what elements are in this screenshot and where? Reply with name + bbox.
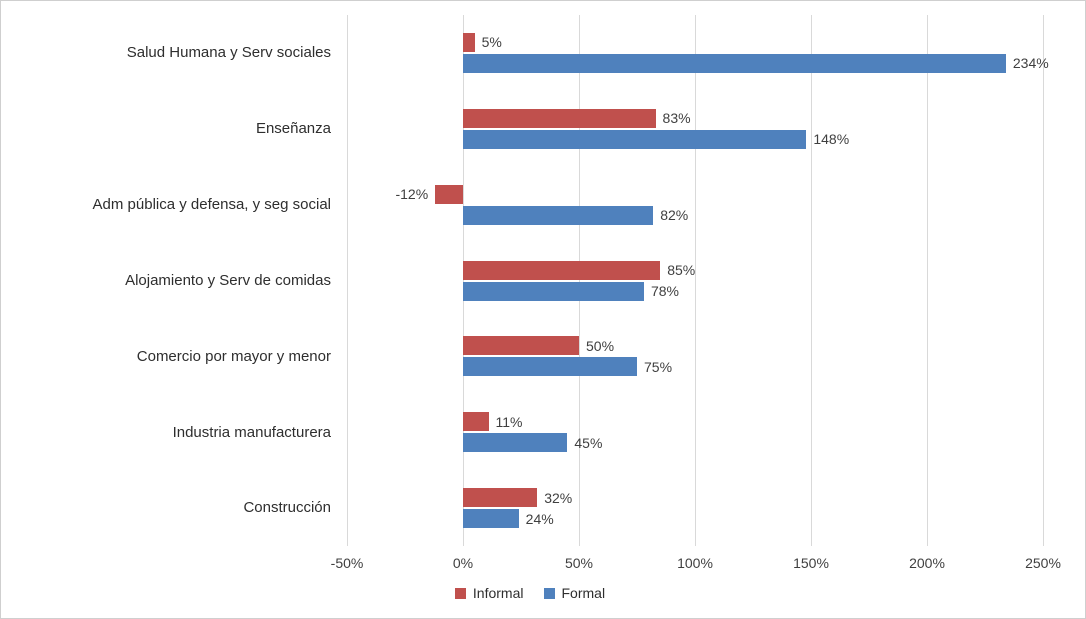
x-tick-label: 100%: [677, 555, 713, 571]
bar-informal-6: [463, 488, 538, 508]
data-label: 5%: [481, 34, 502, 51]
x-axis: -50% 0% 50% 100% 150% 200% 250%: [331, 546, 1061, 576]
bar-formal-0: [463, 53, 1006, 73]
bar-line: 45%: [347, 433, 1043, 453]
category-row: 83% 148%: [347, 91, 1043, 167]
legend-item-formal: Formal: [543, 585, 606, 601]
x-tick-label: 150%: [793, 555, 829, 571]
category-row: 5% 234%: [347, 15, 1049, 91]
category-label: Comercio por mayor y menor: [136, 347, 331, 365]
category-row: 50% 75%: [347, 318, 1043, 394]
category-label: Enseñanza: [255, 120, 331, 138]
category-row: 32% 24%: [347, 470, 1043, 546]
category-label: Industria manufacturera: [172, 423, 331, 441]
legend-label: Informal: [472, 585, 524, 601]
data-label: -12%: [395, 186, 429, 203]
data-label: 148%: [813, 131, 850, 148]
bar-line: 234%: [347, 53, 1049, 73]
x-axis-wrap: -50% 0% 50% 100% 150% 200% 250%: [17, 546, 1061, 576]
legend-label: Formal: [561, 585, 606, 601]
bar-informal-0: [463, 32, 475, 52]
gridline: [347, 15, 348, 546]
category-row: 85% 78%: [347, 243, 1043, 319]
x-tick-label: 200%: [909, 555, 945, 571]
legend: Informal Formal: [17, 576, 1043, 610]
x-axis-spacer: [17, 546, 347, 576]
bar-formal-3: [463, 281, 644, 301]
data-label: 85%: [667, 262, 696, 278]
category-row: -12% 82%: [347, 167, 1043, 243]
bar-informal-4: [463, 336, 579, 356]
bar-informal-1: [463, 108, 656, 128]
bar-line: 83%: [347, 108, 1043, 128]
data-label: 32%: [544, 489, 573, 506]
data-label: 75%: [644, 358, 673, 375]
gridline: [579, 15, 580, 546]
gridline: [695, 15, 696, 546]
bar-informal-3: [463, 260, 661, 280]
bar-formal-6: [463, 509, 519, 529]
bar-formal-4: [463, 357, 637, 377]
bar-line: 85%: [347, 260, 1043, 280]
data-label: 83%: [662, 110, 691, 127]
x-tick-label: 50%: [564, 555, 594, 571]
plot-area: 5% 234% 83% 148% -12% 82% 85% 78% 50% 75% 11% 45% 32…: [347, 15, 1049, 546]
x-tick-label: -50%: [330, 555, 364, 571]
category-row: 11% 45%: [347, 394, 1043, 470]
bar-line: 78%: [347, 281, 1043, 301]
category-label: Salud Humana y Serv sociales: [126, 44, 331, 62]
data-label: 82%: [660, 207, 689, 224]
gridline: [927, 15, 928, 546]
plot-wrap: Salud Humana y Serv sociales Enseñanza Adm…: [17, 15, 1049, 546]
data-label: 11%: [495, 413, 523, 430]
bar-line: 148%: [347, 129, 1043, 149]
bar-line: 32%: [347, 488, 1043, 508]
data-label: 24%: [525, 510, 554, 527]
data-label: 50%: [586, 337, 615, 354]
legend-swatch-informal: [454, 587, 466, 599]
gridline: [811, 15, 812, 546]
x-tick-label: 0%: [452, 555, 474, 571]
data-label: 78%: [650, 283, 679, 299]
category-axis: Salud Humana y Serv sociales Enseñanza Adm…: [17, 15, 347, 546]
bar-line: 50%: [347, 336, 1043, 356]
legend-item-informal: Informal: [454, 585, 524, 601]
x-tick-label: 250%: [1025, 555, 1061, 571]
data-label: 234%: [1012, 55, 1049, 72]
bar-line: 5%: [347, 32, 1043, 52]
bar-line: 82%: [347, 205, 1043, 225]
bar-informal-2: [435, 184, 463, 204]
gridline: [463, 15, 464, 546]
bar-formal-1: [463, 129, 807, 149]
bar-informal-5: [463, 412, 489, 432]
category-label: Construcción: [243, 499, 331, 517]
bar-formal-5: [463, 433, 568, 453]
bar-line: 75%: [347, 357, 1043, 377]
legend-swatch-formal: [543, 587, 555, 599]
category-label: Adm pública y defensa, y seg social: [92, 196, 331, 214]
bar-line: -12%: [347, 184, 1043, 204]
bar-line: 11%: [347, 412, 1043, 432]
bar-formal-2: [463, 205, 654, 225]
bar-line: 24%: [347, 509, 1043, 529]
category-label: Alojamiento y Serv de comidas: [125, 271, 331, 289]
data-label: 45%: [574, 434, 603, 451]
gridline: [1043, 15, 1044, 546]
